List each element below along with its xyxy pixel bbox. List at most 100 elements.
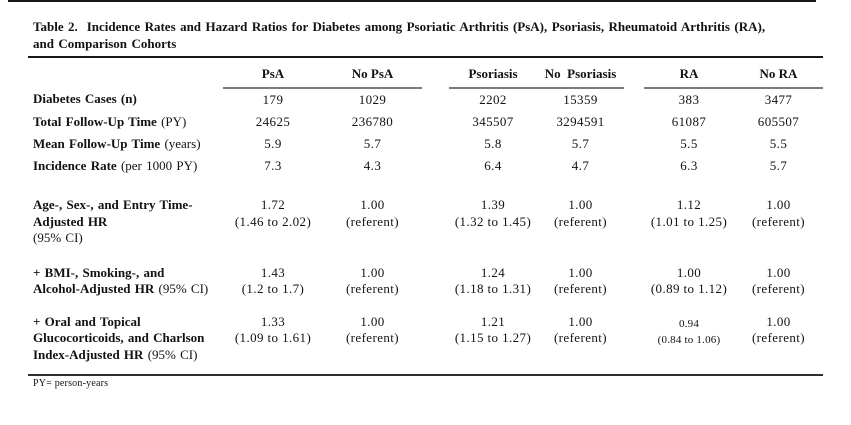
confidence-interval-value: (referent) xyxy=(751,213,806,229)
confidence-interval-value: (referent) xyxy=(345,281,400,296)
cell-value: 3294591 xyxy=(556,114,605,129)
table-row: + Oral and Topical Glucocorticoids, and C… xyxy=(28,310,823,364)
table-title-line-2: and Comparison Cohorts xyxy=(33,35,177,51)
cell-value: 3477 xyxy=(764,92,793,107)
row-label-bold: Glucocorticoids, and Charlson xyxy=(33,330,205,345)
spacer-row xyxy=(28,177,823,193)
cell-value: 1.00 (0.89 to 1.12) xyxy=(644,261,734,298)
cell-value: 1.43 (1.2 to 1.7) xyxy=(223,261,323,298)
hazard-ratio-value: 1.00 xyxy=(360,264,385,280)
header-label-spacer xyxy=(28,62,223,88)
row-label: Diabetes Cases (n) xyxy=(28,88,223,111)
row-label-line: Age-, Sex-, and Entry Time- xyxy=(33,197,223,214)
hazard-ratio-value: 1.21 xyxy=(480,313,506,329)
cell-value: 4.3 xyxy=(363,158,382,173)
hazard-ratio-value: 1.00 xyxy=(360,197,385,212)
row-label-line: (95% CI) xyxy=(33,230,223,247)
column-header: PsA xyxy=(223,62,323,89)
cell-value: 4.7 xyxy=(571,158,590,173)
cell-value: 1.33 (1.09 to 1.61) xyxy=(223,310,323,364)
hazard-ratio-value: 1.72 xyxy=(260,197,286,212)
column-group-gap xyxy=(624,261,644,298)
row-label: Mean Follow-Up Time (years) xyxy=(28,133,223,155)
spacer-cell xyxy=(28,298,823,310)
cell-value: 6.4 xyxy=(484,158,502,173)
spacer-row xyxy=(28,298,823,310)
row-label-bold: Total Follow-Up Time xyxy=(33,114,157,129)
hazard-ratio-value: 0.94 xyxy=(678,317,700,330)
cell-value: 1.00 (referent) xyxy=(323,310,422,364)
spacer-cell xyxy=(28,177,823,193)
column-group-gap xyxy=(624,155,644,177)
cell-value: 236780 xyxy=(351,114,394,129)
confidence-interval-value: (referent) xyxy=(345,213,400,229)
row-label-line: + BMI-, Smoking-, and xyxy=(33,265,223,282)
hazard-ratio-value: 1.43 xyxy=(260,264,286,280)
row-label-normal: (years) xyxy=(160,136,201,151)
row-label-bold: Mean Follow-Up Time xyxy=(33,136,161,151)
row-label-bold: Diabetes Cases (n) xyxy=(33,91,137,106)
hazard-ratio-value: 1.00 xyxy=(568,313,593,329)
column-group-gap xyxy=(422,88,449,111)
column-header: Psoriasis xyxy=(449,62,537,89)
row-label-bold: + BMI-, Smoking-, and xyxy=(33,264,165,280)
row-label-bold: Alcohol-Adjusted HR xyxy=(33,281,155,296)
row-label-line: Glucocorticoids, and Charlson xyxy=(33,330,223,347)
table-row: + BMI-, Smoking-, and Alcohol-Adjusted HR… xyxy=(28,261,823,298)
cell-value: 1.00 (referent) xyxy=(537,193,624,247)
hazard-ratio-value: 1.00 xyxy=(766,264,791,280)
cell-value: 1.00 (referent) xyxy=(323,261,422,298)
footnote: PY= person-years xyxy=(33,378,109,389)
cell-value: 1.00 (referent) xyxy=(323,193,422,247)
cell-value: 1.21 (1.15 to 1.27) xyxy=(449,310,537,364)
hazard-ratio-value: 1.00 xyxy=(360,313,385,329)
cell-value: 1.24 (1.18 to 1.31) xyxy=(449,261,537,298)
header-row: PsA No PsA Psoriasis No Psoriasis RA No RA xyxy=(28,62,823,89)
confidence-interval-value: (1.32 to 1.45) xyxy=(454,213,532,229)
confidence-interval-value: (0.84 to 1.06) xyxy=(657,334,721,346)
top-edge-line xyxy=(8,0,816,2)
hazard-ratio-value: 1.00 xyxy=(568,197,593,212)
confidence-interval-value: (1.09 to 1.61) xyxy=(234,330,312,345)
row-label: Age-, Sex-, and Entry Time- Adjusted HR (9… xyxy=(28,193,223,247)
cell-value: 383 xyxy=(678,92,700,107)
cell-value: 5.9 xyxy=(264,136,282,151)
hazard-ratio-value: 1.00 xyxy=(766,313,791,329)
confidence-interval-value: (0.89 to 1.12) xyxy=(650,281,728,296)
confidence-interval-value: (referent) xyxy=(751,281,806,296)
confidence-interval-value: (1.01 to 1.25) xyxy=(650,213,728,229)
table-row: Incidence Rate (per 1000 PY) 7.3 4.3 6.4 4.7… xyxy=(28,155,823,177)
cell-value: 0.94 (0.84 to 1.06) xyxy=(644,310,734,364)
confidence-interval-value: (referent) xyxy=(553,213,608,229)
column-group-gap xyxy=(422,62,449,88)
confidence-interval-value: (1.46 to 2.02) xyxy=(234,213,312,229)
cell-value: 345507 xyxy=(472,114,514,129)
confidence-interval-value: (referent) xyxy=(553,330,608,345)
cell-value: 1.00 (referent) xyxy=(734,310,823,364)
hazard-ratio-value: 1.00 xyxy=(568,264,593,280)
hazard-ratio-value: 1.39 xyxy=(480,197,506,212)
column-group-gap xyxy=(422,155,449,177)
column-group-gap xyxy=(624,193,644,247)
title-rule xyxy=(28,56,823,58)
row-label-bold: Age-, Sex-, and Entry Time- xyxy=(33,197,193,212)
column-group-gap xyxy=(422,310,449,364)
spacer-cell xyxy=(28,247,823,261)
row-label: + BMI-, Smoking-, and Alcohol-Adjusted HR… xyxy=(28,261,223,298)
cell-value: 1.00 (referent) xyxy=(537,261,624,298)
table-row: Age-, Sex-, and Entry Time- Adjusted HR (9… xyxy=(28,193,823,247)
row-label-normal: (95% CI) xyxy=(143,346,198,362)
hazard-ratio-value: 1.00 xyxy=(676,264,702,280)
cell-value: 61087 xyxy=(671,114,707,129)
row-label-normal: (95% CI) xyxy=(33,230,83,245)
hazard-ratio-value: 1.33 xyxy=(260,313,286,329)
confidence-interval-value: (referent) xyxy=(751,330,806,345)
row-label-normal: (PY) xyxy=(156,114,187,129)
table-row: Total Follow-Up Time (PY) 24625 236780 3455… xyxy=(28,111,823,133)
hazard-ratio-value: 1.00 xyxy=(766,197,791,212)
column-header: RA xyxy=(644,62,734,89)
confidence-interval-value: (1.18 to 1.31) xyxy=(454,281,532,296)
table-row: Diabetes Cases (n) 179 1029 2202 15359 383 347… xyxy=(28,88,823,111)
spacer-row xyxy=(28,247,823,261)
